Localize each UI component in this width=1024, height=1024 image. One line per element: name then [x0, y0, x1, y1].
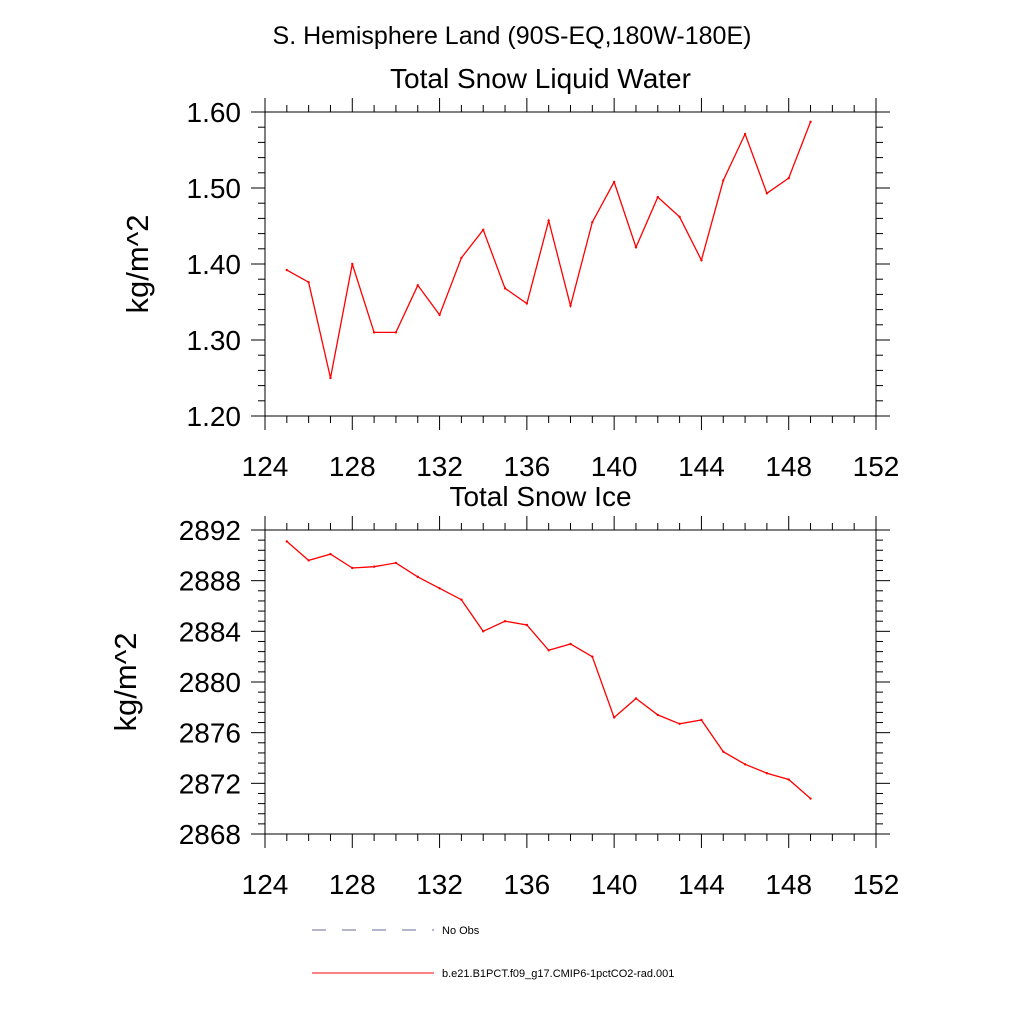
y-tick-label: 2876 — [179, 718, 241, 749]
y-tick-label: 2892 — [179, 515, 241, 546]
y-tick-label: 1.60 — [187, 97, 242, 128]
data-point — [372, 331, 376, 334]
x-tick-label: 148 — [765, 451, 812, 482]
y-tick-label: 2880 — [179, 667, 241, 698]
data-point — [547, 219, 550, 222]
data-point — [372, 565, 376, 568]
data-point — [307, 559, 310, 562]
x-tick-label: 140 — [591, 869, 638, 900]
y-tick-label: 2872 — [179, 768, 241, 799]
data-point — [394, 561, 398, 565]
series-line — [286, 121, 812, 379]
data-point — [329, 552, 332, 556]
data-point — [569, 304, 572, 307]
plot-frame — [264, 529, 877, 835]
y-tick-label: 1.20 — [187, 401, 242, 432]
y-tick-label: 1.30 — [187, 325, 242, 356]
data-point — [394, 331, 398, 334]
data-point — [416, 575, 419, 579]
data-point — [591, 221, 594, 224]
legend-model-label: b.e21.B1PCT.f09_g17.CMIP6-1pctCO2-rad.00… — [442, 968, 674, 980]
data-point — [634, 246, 638, 249]
data-point — [525, 623, 529, 627]
data-point — [460, 598, 463, 601]
data-point — [743, 763, 747, 766]
data-point — [285, 268, 289, 272]
data-point — [351, 262, 354, 266]
x-tick-label: 144 — [678, 451, 725, 482]
data-point — [503, 620, 507, 623]
data-point — [416, 284, 419, 287]
x-tick-label: 140 — [591, 451, 638, 482]
data-point — [591, 655, 594, 658]
y-tick-label: 2888 — [179, 566, 241, 597]
x-tick-label: 124 — [242, 451, 289, 482]
data-point — [307, 281, 310, 284]
data-point — [525, 302, 529, 305]
chart-title: Total Snow Ice — [449, 481, 631, 512]
x-tick-label: 148 — [765, 869, 812, 900]
data-point — [438, 313, 441, 317]
data-point — [656, 713, 659, 717]
data-point — [678, 215, 681, 219]
data-point — [700, 718, 703, 722]
x-tick-label: 128 — [329, 451, 376, 482]
data-point — [809, 797, 812, 800]
legend: No Obs b.e21.B1PCT.f09_g17.CMIP6-1pctCO2-… — [312, 925, 674, 980]
y-axis-label: kg/m^2 — [120, 215, 155, 314]
data-point — [743, 132, 747, 136]
data-point — [547, 649, 550, 652]
data-point — [765, 772, 769, 775]
plot-frame — [264, 111, 877, 417]
x-tick-label: 124 — [242, 869, 289, 900]
data-point — [612, 180, 616, 184]
data-point — [482, 630, 485, 633]
series-line — [286, 540, 811, 799]
x-tick-label: 152 — [853, 451, 900, 482]
page-title: S. Hemisphere Land (90S-EQ,180W-180E) — [273, 22, 752, 50]
data-point — [787, 778, 790, 781]
x-tick-label: 132 — [416, 869, 463, 900]
chart-panel-2: Total Snow Ice kg/m^2 124 128 132 136 140 144 14… — [108, 481, 899, 900]
data-point — [482, 228, 485, 231]
data-point — [438, 587, 441, 590]
data-point — [351, 566, 354, 570]
data-point — [722, 750, 725, 753]
data-point — [503, 287, 507, 290]
data-point — [569, 642, 572, 646]
x-tick-label: 144 — [678, 869, 725, 900]
data-point — [809, 120, 812, 124]
data-point — [285, 540, 289, 543]
chart-panel-1: Total Snow Liquid Water kg/m^2 124 128 132 13… — [120, 63, 899, 482]
chart-title: Total Snow Liquid Water — [390, 63, 691, 94]
x-tick-label: 136 — [503, 869, 550, 900]
data-point — [765, 192, 769, 195]
data-point — [787, 176, 790, 180]
data-point — [612, 716, 616, 719]
data-point — [329, 376, 332, 380]
x-tick-label: 132 — [416, 451, 463, 482]
data-point — [460, 256, 463, 260]
y-axis-label: kg/m^2 — [108, 633, 143, 732]
data-point — [678, 722, 681, 725]
x-tick-label: 136 — [503, 451, 550, 482]
x-tick-label: 152 — [853, 869, 900, 900]
data-point — [700, 259, 703, 262]
data-point — [656, 195, 659, 199]
data-point — [722, 179, 725, 182]
x-tick-label: 128 — [329, 869, 376, 900]
y-tick-label: 2884 — [179, 616, 241, 647]
y-tick-label: 2868 — [179, 819, 241, 850]
legend-obs-label: No Obs — [442, 925, 480, 937]
y-tick-label: 1.50 — [187, 173, 242, 204]
y-tick-label: 1.40 — [187, 249, 242, 280]
data-point — [634, 697, 638, 700]
